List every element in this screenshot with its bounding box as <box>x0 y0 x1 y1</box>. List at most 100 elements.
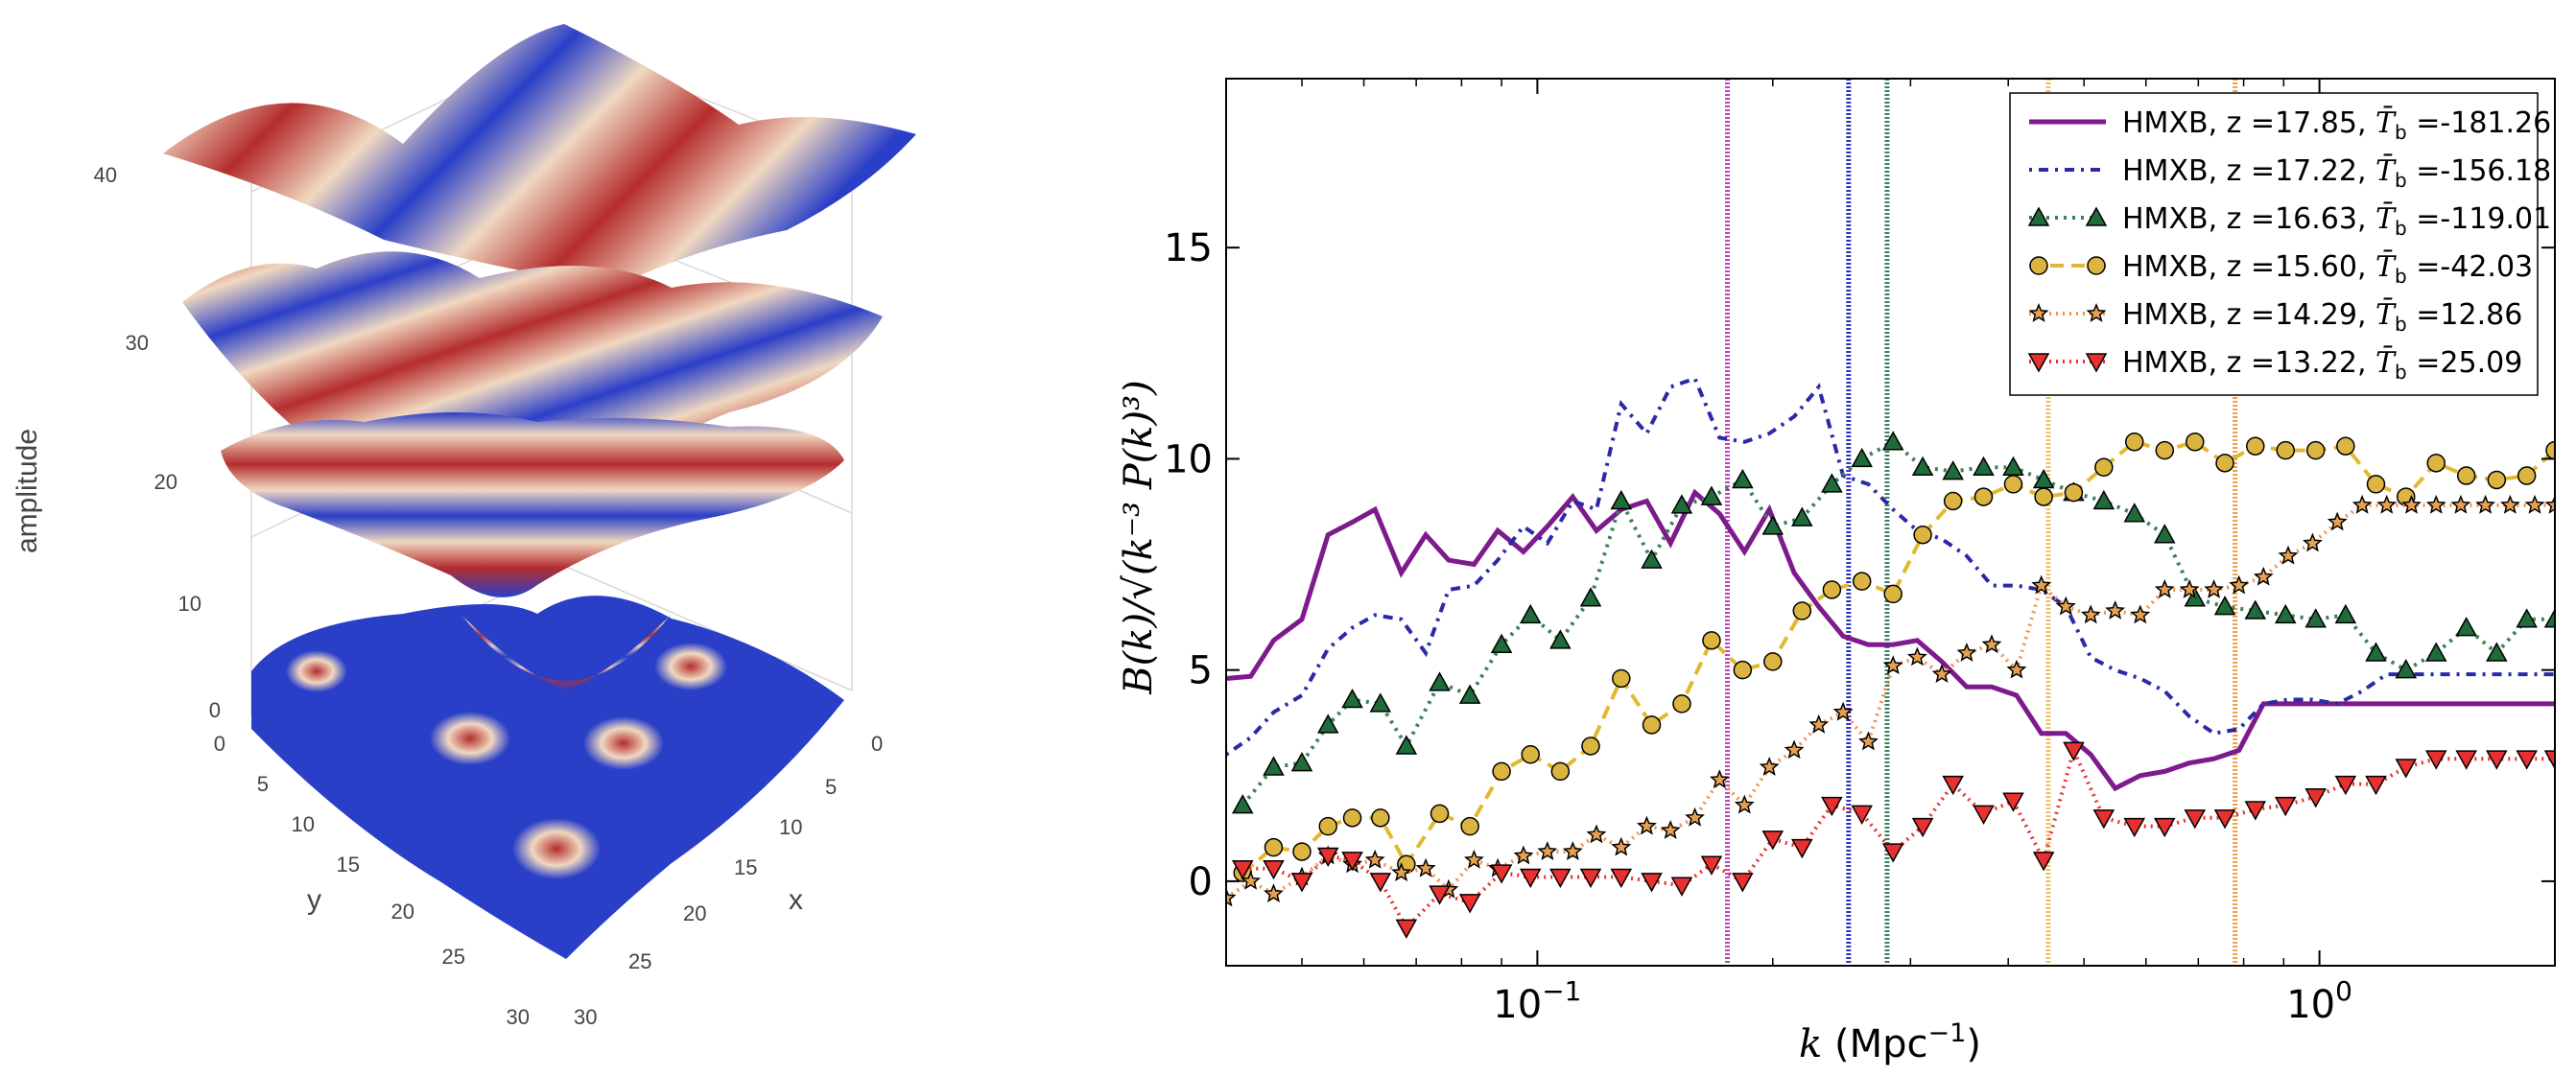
series-5-point <box>2365 775 2387 796</box>
legend-label-text: HMXB, z =14.29, <box>2122 298 2375 332</box>
series-2-point <box>2123 503 2146 523</box>
series-4-point <box>1956 643 1977 662</box>
series-5-point <box>2002 792 2024 812</box>
series-4-point <box>1832 701 1854 721</box>
series-5-point <box>1851 805 1873 825</box>
y-tick-label: 10 <box>292 812 315 836</box>
legend-label-value: =-156.18 <box>2407 154 2551 188</box>
z-tick-label: 30 <box>126 331 149 355</box>
series-2-point <box>1429 671 1451 691</box>
series-5-point <box>1911 817 1934 838</box>
legend-label-4: HMXB, z =14.29, T̄b =12.86 <box>2122 297 2522 336</box>
series-4-point <box>1537 841 1558 861</box>
series-4-point <box>2229 574 2250 595</box>
series-5-point <box>2032 852 2055 872</box>
series-5-point <box>1732 873 1754 893</box>
series-5-point <box>2274 796 2297 817</box>
z-tick-label: 10 <box>178 592 201 616</box>
series-4-point <box>2253 566 2274 586</box>
legend-marker-4 <box>2086 303 2107 322</box>
legend-label-5: HMXB, z =13.22, T̄b =25.09 <box>2122 345 2522 384</box>
series-3-point <box>2456 466 2476 485</box>
series-3-point <box>1763 652 1783 671</box>
legend-tb-sub: b <box>2395 169 2407 192</box>
series-5-point <box>1579 868 1602 889</box>
series-2-point <box>2304 608 2327 628</box>
series-5-point <box>2153 817 2176 838</box>
x-tick-base: 10 <box>2286 983 2335 1027</box>
series-2-point <box>1821 473 1843 493</box>
legend-label-3: HMXB, z =15.60, T̄b =-42.03 <box>2122 249 2533 288</box>
series-3-point <box>1822 580 1842 599</box>
x-tick-label: 15 <box>734 855 757 879</box>
series-2-point <box>1579 587 1602 607</box>
series-3-point <box>1581 737 1600 756</box>
legend-label-1: HMXB, z =17.22, T̄b =-156.18 <box>2122 153 2551 192</box>
series-4-point <box>2031 574 2052 595</box>
series-5-point <box>1369 873 1392 893</box>
x-tick-label: 10 <box>779 815 802 839</box>
series-2-point <box>1316 713 1339 734</box>
series-3-point <box>1460 816 1479 836</box>
series-4-point <box>2303 532 2323 552</box>
series-5-point <box>1519 868 1542 889</box>
series-2-point <box>1942 460 1964 480</box>
series-5-point <box>1490 864 1513 884</box>
series-4-point <box>1513 845 1534 865</box>
x-tick-label: 30 <box>574 1005 597 1029</box>
x-tick-base: 10 <box>1493 983 1542 1027</box>
series-5-point <box>1395 919 1418 939</box>
series-4-point <box>1611 836 1632 856</box>
series-5-point <box>1821 796 1843 817</box>
series-3-point <box>1733 660 1753 680</box>
series-3-point <box>2124 433 2144 452</box>
series-2-point <box>1732 468 1754 489</box>
series-5-point <box>2092 809 2115 830</box>
legend-label-text: HMXB, z =17.85, <box>2122 106 2375 140</box>
y-tick-label: 0 <box>1189 860 1213 904</box>
series-2-point <box>1851 447 1873 468</box>
series-3-point <box>2034 487 2053 506</box>
series-3-point <box>1492 761 1511 782</box>
legend-label-2: HMXB, z =16.63, T̄b =-119.01 <box>2122 201 2551 240</box>
series-5-point <box>1942 775 1964 796</box>
series-5-point <box>2123 817 2146 838</box>
series-5-point <box>1973 805 1995 825</box>
series-4-point <box>1586 824 1607 844</box>
series-3-point <box>2215 454 2234 473</box>
series-3-point <box>2305 440 2326 460</box>
series-2-point <box>2365 642 2387 662</box>
series-2-point <box>1549 629 1572 649</box>
series-layer <box>1226 376 2555 939</box>
legend-tb-sub: b <box>2395 361 2407 384</box>
series-2-point <box>1761 515 1784 535</box>
series-2-point <box>1700 485 1723 505</box>
series-2-point <box>2092 489 2115 510</box>
series-3-point <box>2336 436 2355 456</box>
series-3-point <box>1913 525 1932 545</box>
y-tick-label: 0 <box>214 732 225 756</box>
series-3-point <box>2246 436 2265 456</box>
series-3-point <box>2517 466 2537 485</box>
surface-plot: 40 30 20 10 0 amplitude 0 5 10 15 20 25 … <box>12 24 916 1029</box>
series-3-point <box>1702 631 1721 650</box>
series-line-0 <box>1226 488 2555 792</box>
series-2-point <box>2455 617 2477 637</box>
legend-tb-sub: b <box>2395 265 2407 288</box>
series-3-point <box>2155 440 2175 460</box>
series-5-point <box>1791 838 1813 859</box>
series-3-point <box>1342 808 1362 828</box>
series-2-point <box>2395 659 2418 679</box>
x-tick-exp: −1 <box>1542 975 1581 1007</box>
series-4-point <box>1391 862 1412 882</box>
series-3-point <box>1883 584 1902 604</box>
series-2-point <box>2486 642 2508 662</box>
series-2-point <box>2516 608 2538 628</box>
series-2-point <box>1519 603 1542 624</box>
plot-frame <box>1225 78 2556 967</box>
series-3-point <box>1550 761 1571 782</box>
series-4-point <box>2327 511 2348 531</box>
z-tick-label: 20 <box>154 470 177 494</box>
